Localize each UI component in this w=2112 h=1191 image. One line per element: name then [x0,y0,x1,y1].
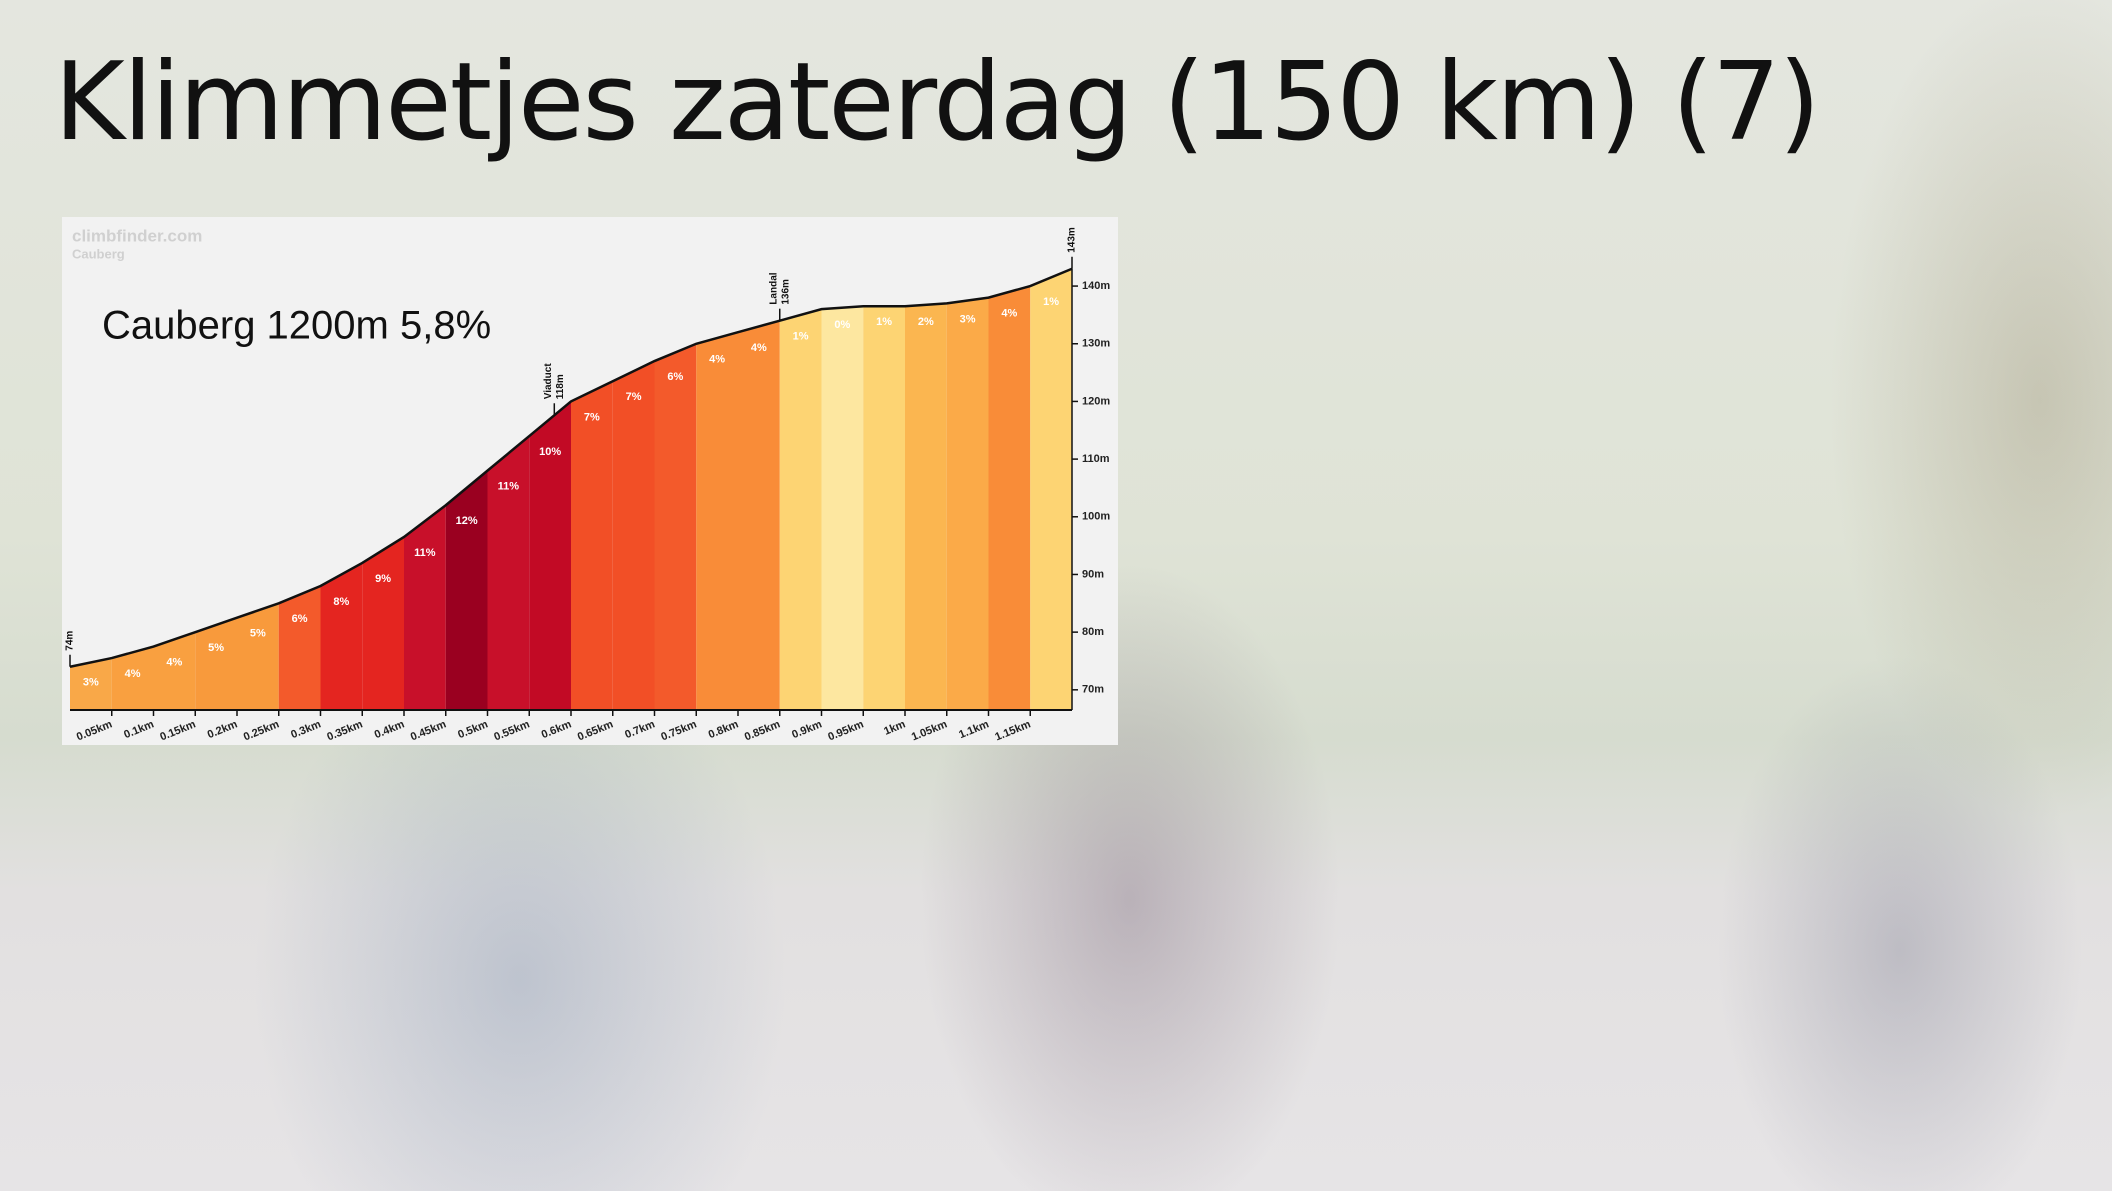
grade-segment [655,344,697,710]
x-tick-label: 0.4km [373,718,407,741]
x-tick-label: 0.9km [790,718,824,741]
grade-label: 4% [751,342,767,354]
grade-segment [279,586,321,710]
x-tick-label: 0.15km [158,718,197,743]
x-tick-label: 0.35km [325,718,364,743]
grade-label: 4% [1001,308,1017,320]
grade-segment [863,306,905,710]
grade-label: 8% [333,596,349,608]
grade-segment [404,505,446,710]
x-tick-label: 0.85km [743,718,782,743]
grade-label: 6% [667,371,683,383]
x-tick-label: 0.1km [122,718,156,741]
marker-label: Landal [768,272,779,304]
watermark-sub: Cauberg [72,246,125,261]
chart-caption: Cauberg 1200m 5,8% [102,304,491,348]
grade-segment [905,303,947,710]
chart: climbfinder.com Cauberg Cauberg 1200m 5,… [62,217,1118,745]
grade-segment [947,298,989,710]
grade-segment [780,309,822,710]
grade-segment [321,563,363,710]
marker-label: 118m [555,374,566,399]
grade-label: 5% [208,642,224,654]
x-tick-label: 0.05km [75,718,114,743]
y-tick-label: 140m [1082,280,1110,292]
x-tick-label: 1.1km [957,718,991,741]
chart-panel: climbfinder.com Cauberg Cauberg 1200m 5,… [62,217,1118,745]
grade-label: 0% [834,319,850,331]
grade-segment [613,361,655,710]
grade-segment [989,286,1031,710]
grade-segment [446,471,488,710]
x-tick-label: 0.45km [409,718,448,743]
grade-label: 2% [918,316,934,328]
grade-label: 10% [539,446,561,458]
x-tick-label: 0.25km [242,718,281,743]
grade-label: 7% [584,411,600,423]
grade-label: 1% [793,331,809,343]
y-tick-label: 100m [1082,511,1110,523]
grade-segment [571,381,613,710]
x-tick-label: 0.2km [206,718,240,741]
grade-segment [696,332,738,710]
x-tick-label: 1.15km [993,718,1032,743]
marker-label: Viaduct [543,363,554,400]
grade-segment [362,537,404,710]
grade-label: 9% [375,573,391,585]
x-tick-label: 0.3km [289,718,323,741]
marker-label: 136m [780,279,791,305]
grade-label: 5% [250,628,266,640]
grade-label: 6% [292,613,308,625]
grade-label: 3% [83,677,99,689]
grade-label: 1% [876,316,892,328]
grade-label: 4% [166,656,182,668]
grade-segment [1030,269,1072,710]
grade-segment [488,436,530,710]
x-tick-label: 1km [882,718,907,737]
y-tick-label: 90m [1082,568,1104,580]
x-tick-label: 0.55km [492,718,531,743]
grade-label: 3% [960,313,976,325]
grade-segment [195,618,237,710]
x-tick-label: 0.8km [707,718,741,741]
y-tick-label: 70m [1082,684,1104,696]
grade-label: 1% [1043,296,1059,308]
y-tick-label: 110m [1082,453,1110,465]
grade-segment [738,321,780,710]
marker-label: 74m [65,631,76,651]
x-tick-label: 0.7km [623,718,657,741]
x-tick-label: 0.95km [826,718,865,743]
grade-segment [237,603,279,710]
grade-label: 12% [456,515,478,527]
slide-title: Klimmetjes zaterdag (150 km) (7) [54,40,1819,165]
x-tick-label: 0.5km [456,718,490,741]
y-tick-label: 130m [1082,338,1110,350]
grade-segment [822,306,864,710]
grade-label: 7% [626,391,642,403]
y-tick-label: 120m [1082,395,1110,407]
marker-label: 143m [1067,227,1078,253]
grade-label: 11% [498,481,520,493]
watermark: climbfinder.com [72,226,202,245]
grade-label: 11% [414,547,436,559]
x-tick-label: 0.65km [576,718,615,743]
x-tick-label: 1.05km [910,718,949,743]
y-tick-label: 80m [1082,626,1104,638]
x-tick-label: 0.75km [659,718,698,743]
x-tick-label: 0.6km [540,718,574,741]
grade-label: 4% [125,668,141,680]
grade-label: 4% [709,354,725,366]
